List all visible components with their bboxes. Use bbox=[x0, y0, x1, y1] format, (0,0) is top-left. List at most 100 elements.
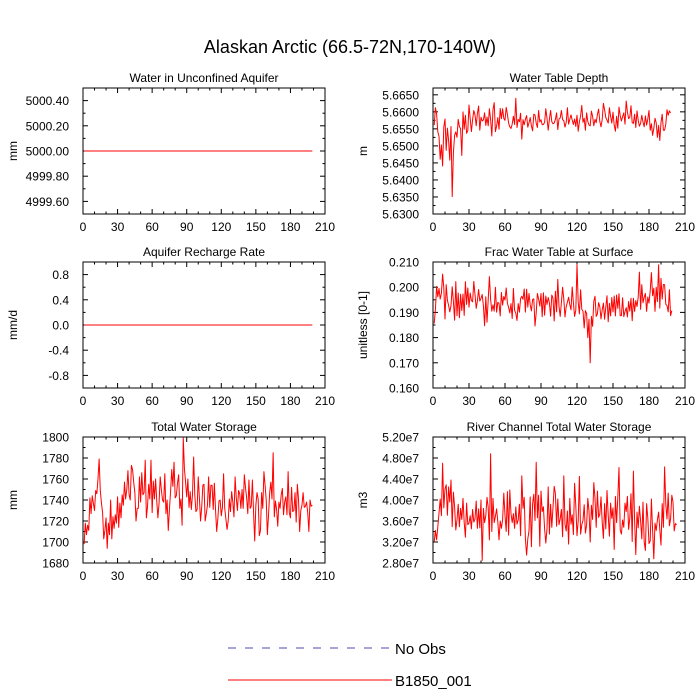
chart-title: Total Water Storage bbox=[151, 420, 257, 434]
x-tick-label: 180 bbox=[639, 569, 659, 583]
y-axis-label: mm bbox=[6, 490, 20, 510]
chart-title: Water in Unconfined Aquifer bbox=[130, 71, 279, 85]
y-tick-label: 0.0 bbox=[52, 319, 69, 333]
y-axis-label: mm/d bbox=[6, 310, 20, 340]
chart-panel-4: Total Water Storage mm 0 30 60 90 120 150 180 210… bbox=[6, 420, 336, 583]
x-tick-label: 120 bbox=[211, 394, 231, 408]
x-tick-label: 60 bbox=[145, 569, 159, 583]
x-tick-label: 0 bbox=[80, 569, 87, 583]
y-tick-label: 3.60e7 bbox=[382, 515, 419, 529]
legend-label-no-obs: No Obs bbox=[395, 641, 446, 658]
x-tick-label: 60 bbox=[145, 220, 159, 234]
x-tick-label: 180 bbox=[280, 394, 300, 408]
x-tick-label: 120 bbox=[567, 220, 587, 234]
x-tick-label: 0 bbox=[80, 220, 87, 234]
chart-panel-5: River Channel Total Water Storage m3 0 30 60… bbox=[356, 420, 696, 583]
y-tick-label: -0.4 bbox=[48, 344, 69, 358]
y-tick-label: 5.6600 bbox=[382, 105, 419, 119]
y-tick-label: 1760 bbox=[42, 473, 69, 487]
x-tick-label: 120 bbox=[567, 394, 587, 408]
plot-frame bbox=[82, 436, 326, 564]
panels: Water in Unconfined Aquifer mm 0 30 60 90 120 1… bbox=[6, 71, 696, 583]
x-tick-label: 210 bbox=[675, 569, 695, 583]
plot-frame bbox=[432, 261, 686, 389]
y-tick-label: 5000.00 bbox=[26, 145, 70, 159]
y-axis-label: mm bbox=[6, 141, 20, 161]
y-tick-label: 1720 bbox=[42, 515, 69, 529]
x-tick-label: 90 bbox=[180, 220, 194, 234]
x-tick-label: 0 bbox=[80, 394, 87, 408]
legend-label-b1850: B1850_001 bbox=[395, 673, 472, 690]
x-tick-label: 60 bbox=[498, 394, 512, 408]
y-tick-label: 1680 bbox=[42, 557, 69, 571]
series-line-B1850_001 bbox=[433, 264, 673, 364]
plot-frame bbox=[82, 87, 326, 215]
legend: No Obs B1850_001 bbox=[228, 641, 472, 690]
figure-title: Alaskan Arctic (66.5-72N,170-140W) bbox=[204, 37, 496, 57]
y-axis-label: m3 bbox=[356, 491, 370, 508]
chart-panel-3: Frac Water Table at Surface unitless [0-1… bbox=[356, 245, 696, 408]
series-line-B1850_001 bbox=[433, 453, 677, 561]
x-tick-label: 120 bbox=[211, 569, 231, 583]
y-tick-label: 0.180 bbox=[389, 331, 419, 345]
x-tick-label: 180 bbox=[639, 220, 659, 234]
plot-frame bbox=[82, 261, 326, 389]
x-tick-label: 150 bbox=[246, 569, 266, 583]
y-tick-label: 5.6300 bbox=[382, 208, 419, 222]
x-tick-label: 90 bbox=[180, 394, 194, 408]
y-tick-label: 5.6450 bbox=[382, 156, 419, 170]
x-tick-label: 30 bbox=[111, 394, 125, 408]
x-tick-label: 60 bbox=[498, 220, 512, 234]
y-tick-label: 0.8 bbox=[52, 268, 69, 282]
y-tick-label: 1700 bbox=[42, 536, 69, 550]
y-axis-label: m bbox=[356, 146, 370, 156]
y-tick-label: 1740 bbox=[42, 494, 69, 508]
y-tick-label: 0.210 bbox=[389, 256, 419, 270]
x-tick-label: 150 bbox=[603, 569, 623, 583]
x-tick-label: 30 bbox=[462, 569, 476, 583]
y-tick-label: 4.80e7 bbox=[382, 452, 419, 466]
plot-frame bbox=[432, 436, 686, 564]
x-tick-label: 0 bbox=[430, 394, 437, 408]
chart-title: Frac Water Table at Surface bbox=[485, 245, 634, 259]
plot-frame bbox=[432, 87, 686, 215]
x-tick-label: 60 bbox=[498, 569, 512, 583]
y-tick-label: 1780 bbox=[42, 452, 69, 466]
x-tick-label: 90 bbox=[180, 569, 194, 583]
series-line-B1850_001 bbox=[433, 97, 672, 198]
y-tick-label: 4999.80 bbox=[26, 170, 70, 184]
chart-title: Aquifer Recharge Rate bbox=[143, 245, 265, 259]
x-tick-label: 90 bbox=[534, 220, 548, 234]
x-tick-label: 180 bbox=[280, 569, 300, 583]
chart-panel-2: Aquifer Recharge Rate mm/d 0 30 60 90 120 150 18… bbox=[6, 245, 336, 408]
series-line-B1850_001 bbox=[83, 437, 313, 549]
y-tick-label: 0.4 bbox=[52, 293, 69, 307]
x-tick-label: 210 bbox=[315, 220, 335, 234]
x-tick-label: 60 bbox=[145, 394, 159, 408]
x-tick-label: 150 bbox=[246, 394, 266, 408]
x-tick-label: 0 bbox=[430, 220, 437, 234]
y-tick-label: 1800 bbox=[42, 431, 69, 445]
y-tick-label: 3.20e7 bbox=[382, 536, 419, 550]
x-tick-label: 0 bbox=[430, 569, 437, 583]
chart-title: Water Table Depth bbox=[510, 71, 609, 85]
x-tick-label: 180 bbox=[639, 394, 659, 408]
y-tick-label: 5000.40 bbox=[26, 94, 70, 108]
x-tick-label: 150 bbox=[603, 220, 623, 234]
x-tick-label: 150 bbox=[246, 220, 266, 234]
x-tick-label: 30 bbox=[111, 220, 125, 234]
chart-panel-0: Water in Unconfined Aquifer mm 0 30 60 90 120 1… bbox=[6, 71, 336, 234]
y-tick-label: 5000.20 bbox=[26, 119, 70, 133]
x-tick-label: 210 bbox=[315, 569, 335, 583]
y-tick-label: 0.160 bbox=[389, 382, 419, 396]
x-tick-label: 90 bbox=[534, 569, 548, 583]
chart-panel-1: Water Table Depth m 0 30 60 90 120 150 180 210 5.6… bbox=[356, 71, 696, 234]
y-tick-label: 0.170 bbox=[389, 356, 419, 370]
x-tick-label: 150 bbox=[603, 394, 623, 408]
x-tick-label: 210 bbox=[315, 394, 335, 408]
y-tick-label: 5.6350 bbox=[382, 190, 419, 204]
y-tick-label: -0.8 bbox=[48, 369, 69, 383]
chart-title: River Channel Total Water Storage bbox=[467, 420, 652, 434]
y-tick-label: 5.6400 bbox=[382, 173, 419, 187]
